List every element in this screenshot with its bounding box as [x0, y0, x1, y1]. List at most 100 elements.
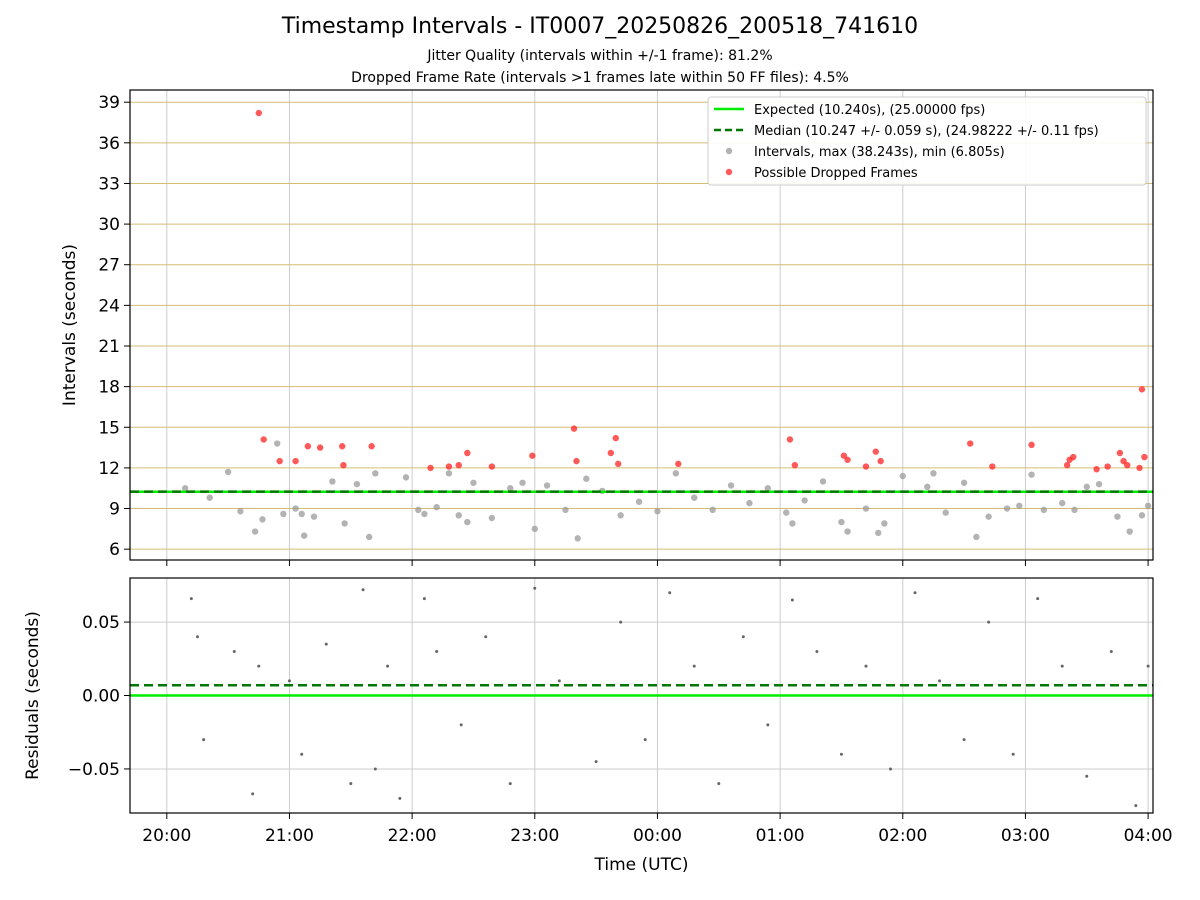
residual-point [195, 635, 199, 639]
interval-point [237, 508, 244, 515]
interval-point [273, 440, 281, 447]
intervals-y-tick-label: 27 [98, 256, 120, 276]
legend-intervals-swatch [725, 147, 733, 155]
dropped-frame-point [844, 456, 851, 463]
dropped-frame-point [1116, 449, 1124, 457]
intervals-y-tick-label: 18 [98, 378, 120, 398]
residual-point [668, 591, 672, 595]
interval-point [672, 470, 680, 477]
residual-point [459, 723, 463, 727]
dropped-frame-point [840, 452, 848, 459]
residuals-y-tick-label: −0.05 [68, 760, 120, 780]
dropped-frame-point [786, 436, 794, 443]
residual-point [533, 586, 537, 590]
interval-point [1003, 505, 1011, 512]
residual-point [692, 664, 696, 668]
dropped-frame-point [304, 443, 312, 450]
interval-point [844, 528, 851, 535]
interval-point [519, 479, 526, 486]
residual-point [1085, 774, 1089, 778]
interval-point [224, 468, 232, 476]
interval-point [1144, 502, 1152, 510]
residual-point [349, 782, 353, 786]
residual-point [251, 792, 255, 796]
interval-point [543, 482, 551, 489]
interval-point [300, 532, 308, 539]
legend-label: Expected (10.240s), (25.00000 fps) [754, 103, 985, 118]
residual-point [232, 649, 236, 653]
interval-point [727, 482, 735, 489]
dropped-frame-point [607, 449, 615, 457]
intervals-y-tick-label: 15 [98, 418, 120, 438]
dropped-frame-point [862, 463, 870, 470]
interval-point [365, 533, 373, 541]
dropped-frame-point [614, 460, 622, 468]
interval-point [862, 505, 870, 512]
dropped-frame-point [1028, 441, 1035, 449]
interval-point [709, 506, 716, 514]
residual-point [790, 598, 794, 602]
interval-point [470, 479, 477, 486]
dropped-frame-point [445, 463, 453, 470]
interval-point [1095, 480, 1103, 488]
x-tick-label: 22:00 [388, 826, 437, 846]
intervals-y-axis-label: Intervals (seconds) [60, 244, 80, 406]
interval-point [310, 513, 318, 520]
residual-point [864, 664, 868, 668]
interval-point [930, 470, 937, 477]
residual-point [962, 738, 966, 742]
dropped-frame-point [260, 436, 267, 443]
x-axis-label: Time (UTC) [594, 855, 689, 875]
residual-point [741, 635, 745, 639]
interval-point [1071, 506, 1078, 514]
residual-point [1146, 664, 1150, 668]
residual-point [913, 591, 917, 595]
dropped-frame-point [877, 457, 884, 465]
intervals-y-tick-label: 30 [98, 215, 120, 235]
x-tick-label: 21:00 [265, 826, 314, 846]
residual-point [557, 679, 561, 683]
interval-point [574, 535, 581, 542]
interval-point [372, 470, 379, 477]
interval-point [251, 528, 259, 535]
intervals-y-tick-label: 9 [109, 500, 120, 520]
intervals-plot-frame [129, 89, 1154, 561]
chart-title: Timestamp Intervals - IT0007_20250826_20… [281, 14, 919, 39]
dropped-frame-point [1093, 466, 1100, 473]
residual-point [508, 782, 512, 786]
residual-point [361, 588, 365, 592]
dropped-frame-point [872, 448, 879, 455]
x-tick-label: 01:00 [756, 826, 805, 846]
dropped-frame-point [455, 461, 462, 469]
dropped-frame-point [1120, 457, 1127, 465]
residual-point [1011, 752, 1015, 756]
interval-point [764, 485, 772, 492]
dropped-frame-point [316, 444, 324, 451]
interval-point [819, 478, 827, 485]
dropped-frame-point [529, 452, 536, 459]
x-tick-label: 20:00 [142, 826, 191, 846]
residual-point [287, 679, 291, 683]
interval-point [789, 520, 796, 527]
interval-point [181, 485, 189, 492]
residual-point [938, 679, 942, 683]
interval-point [353, 480, 361, 488]
dropped-frame-point [1141, 453, 1148, 461]
interval-point [960, 479, 968, 486]
residual-point [594, 760, 598, 764]
interval-point [973, 533, 980, 541]
dropped-frame-point [1138, 386, 1146, 393]
residual-point [422, 597, 426, 601]
residual-point [373, 767, 377, 771]
intervals-y-tick-label: 39 [98, 93, 120, 113]
interval-point [924, 483, 931, 491]
interval-point [341, 520, 348, 527]
chart-subtitle-jitter: Jitter Quality (intervals within +/-1 fr… [427, 48, 773, 64]
dropped-frame-point [989, 463, 996, 470]
interval-point [1126, 528, 1133, 535]
interval-point [445, 470, 453, 477]
dropped-frame-point [1063, 461, 1071, 469]
interval-point [1028, 471, 1035, 478]
